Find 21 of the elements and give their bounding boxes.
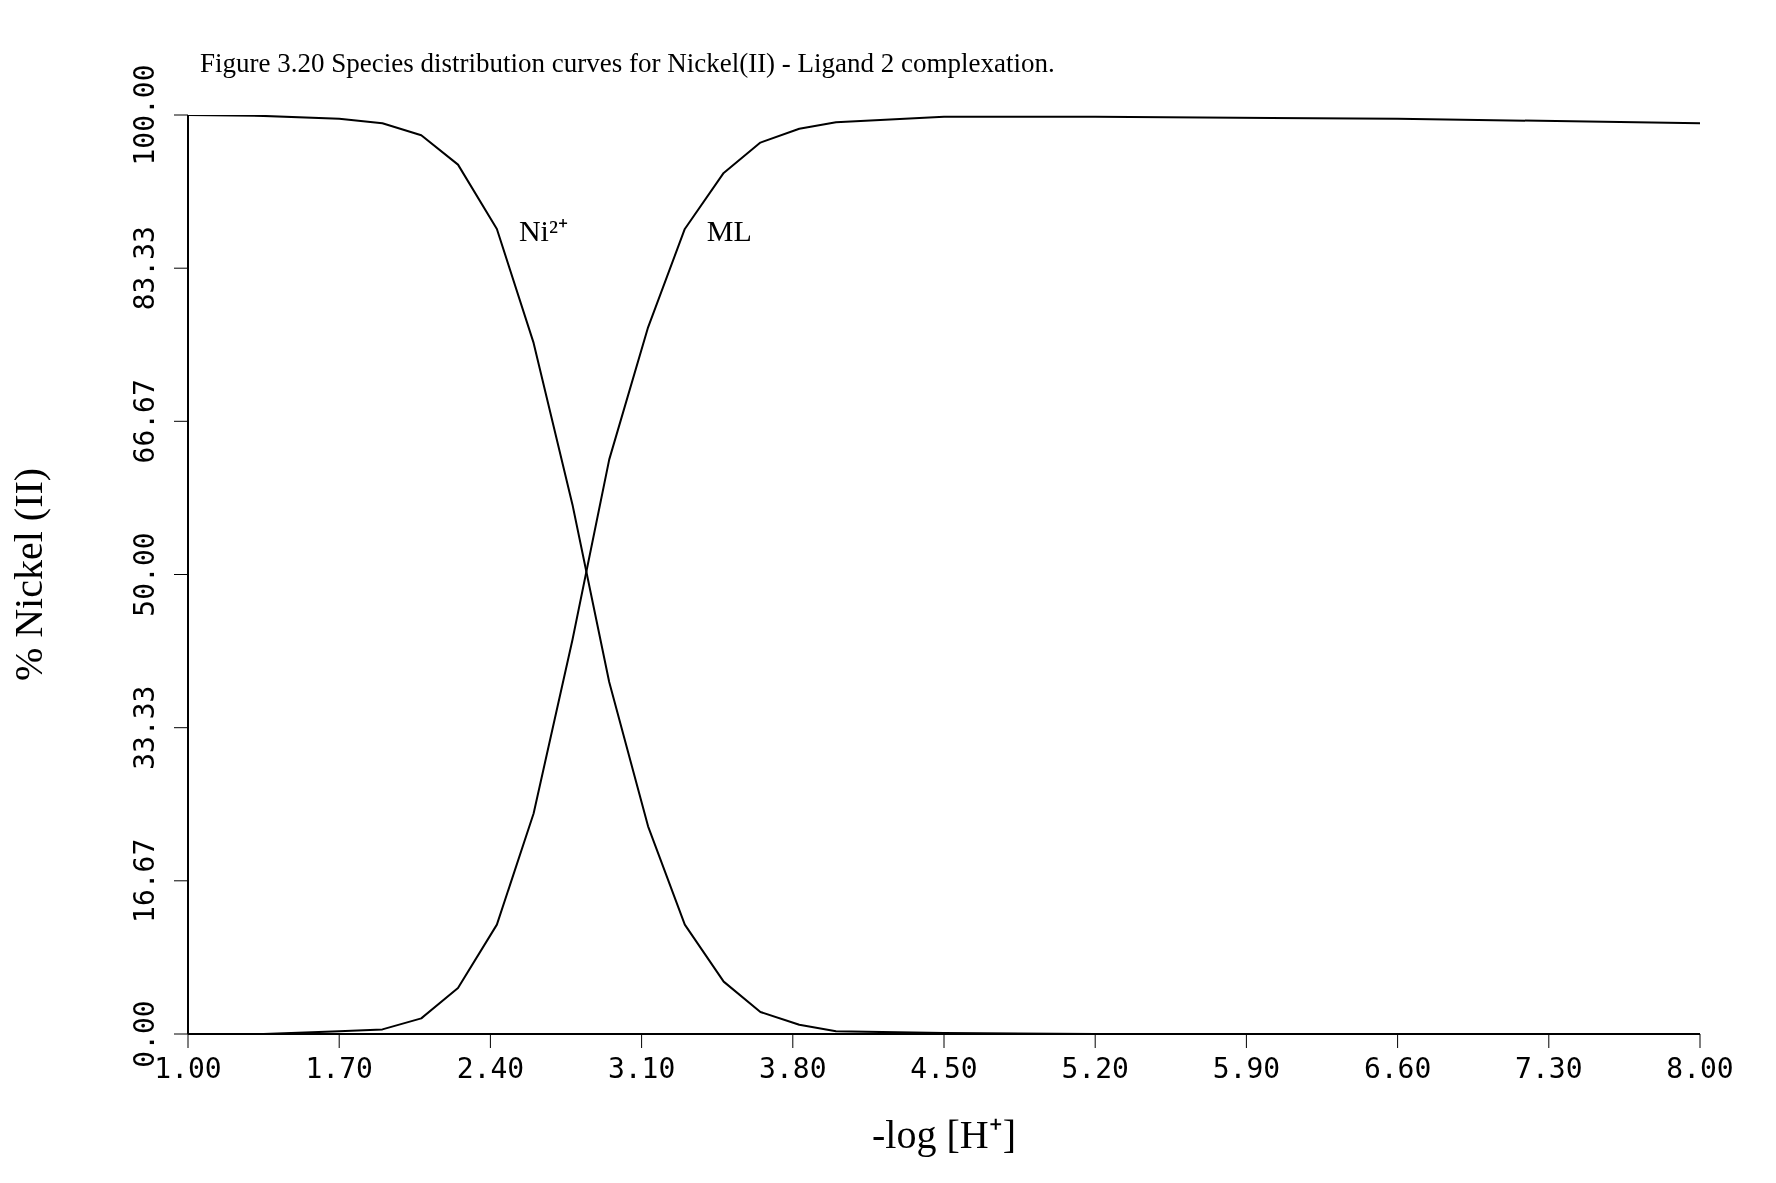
x-tick-label: 1.70 (305, 1052, 373, 1085)
x-tick-label: 4.50 (910, 1052, 978, 1085)
y-tick-label: 66.67 (128, 379, 161, 464)
x-tick-label: 5.90 (1212, 1052, 1281, 1085)
x-tick-label: 2.40 (456, 1052, 525, 1085)
x-tick-label: 6.60 (1363, 1052, 1432, 1085)
y-axis-title: % Nickel (II) (6, 467, 52, 682)
chart-title: Figure 3.20 Species distribution curves for Nickel(II) - Ligand 2 complexation. (200, 48, 1055, 79)
x-tick-label: 3.80 (759, 1052, 827, 1085)
series-label: Ni²⁺ (518, 213, 568, 247)
x-axis-title: -log [H⁺] (872, 1112, 1016, 1157)
y-tick-label: 33.33 (128, 685, 161, 770)
y-tick-label: 16.67 (128, 838, 161, 923)
y-tick-label: 83.33 (128, 226, 161, 311)
series-label: ML (706, 213, 752, 247)
y-tick-label: 100.00 (128, 64, 161, 166)
y-tick-label: 50.00 (128, 532, 161, 617)
x-tick-label: 3.10 (607, 1052, 676, 1085)
x-tick-label: 5.20 (1061, 1052, 1129, 1085)
x-tick-label: 8.00 (1666, 1052, 1734, 1085)
x-tick-label: 7.30 (1515, 1052, 1583, 1085)
